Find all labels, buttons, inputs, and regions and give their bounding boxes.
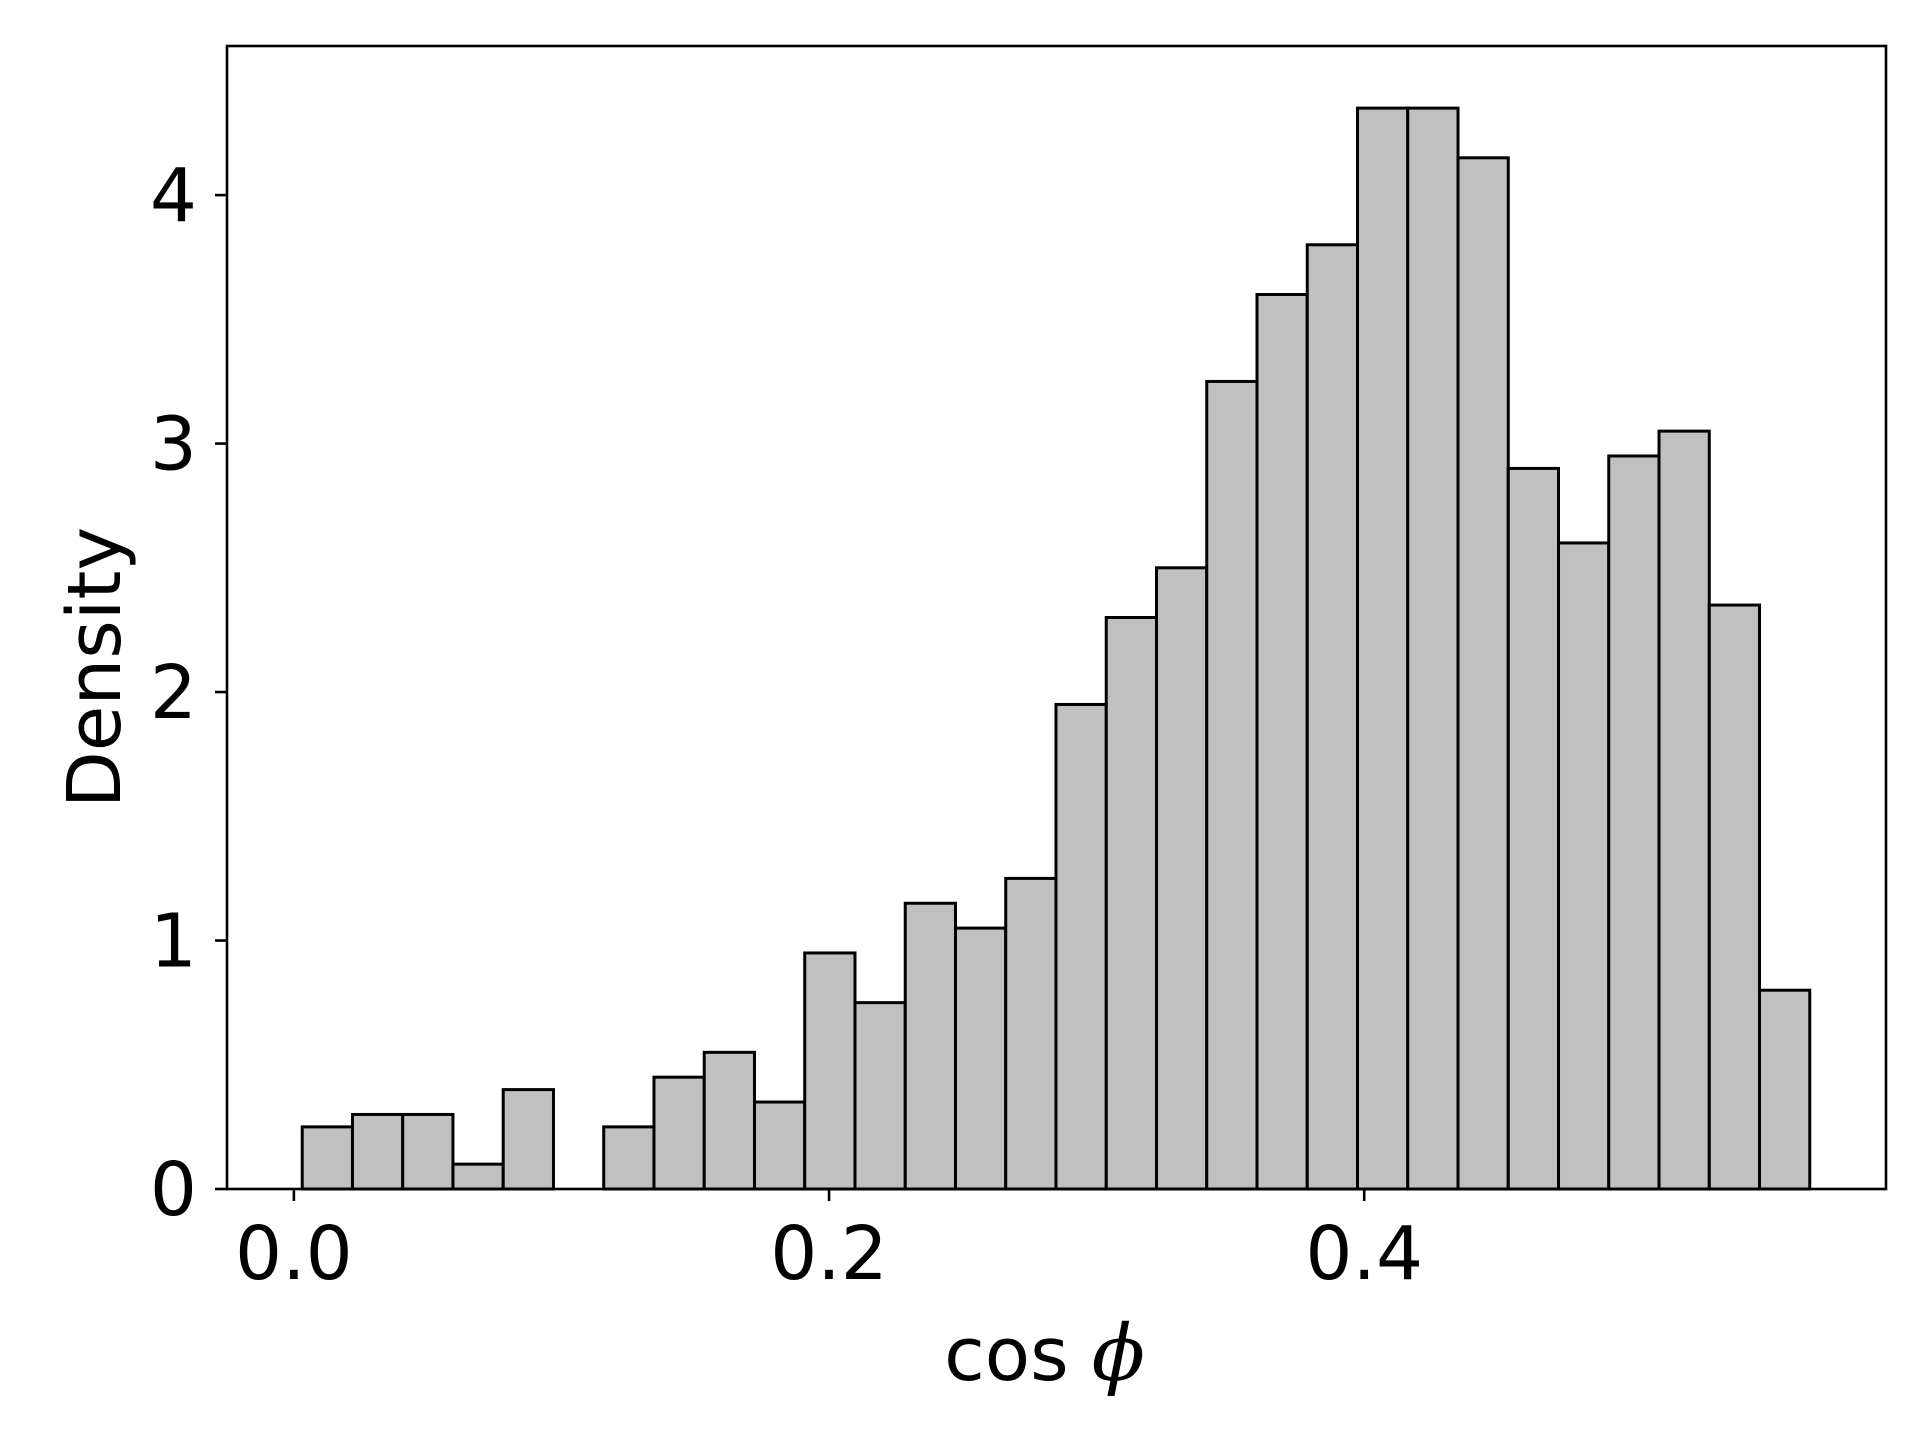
plot-frame bbox=[225, 44, 1888, 1191]
x-axis: 0.0 0.2 0.4 bbox=[235, 1189, 1423, 1297]
histogram-bar bbox=[1154, 566, 1209, 1191]
histogram-bar bbox=[853, 1001, 907, 1191]
y-tick-label: 2 bbox=[150, 650, 197, 736]
y-tick-label: 4 bbox=[150, 153, 197, 239]
histogram-bars bbox=[300, 106, 1812, 1191]
x-tick-label: 0.0 bbox=[235, 1211, 353, 1297]
histogram-bar bbox=[602, 1125, 656, 1191]
histogram-bar bbox=[501, 1088, 555, 1191]
histogram-bar bbox=[1707, 603, 1762, 1191]
histogram-bar bbox=[1004, 876, 1058, 1191]
histogram-bar bbox=[401, 1112, 455, 1191]
histogram-bar bbox=[1607, 454, 1661, 1191]
histogram-bar bbox=[1305, 243, 1360, 1191]
y-axis: 0 1 2 3 4 bbox=[150, 153, 227, 1233]
histogram-bar bbox=[702, 1050, 756, 1191]
histogram-bar bbox=[1255, 292, 1309, 1191]
histogram-bar bbox=[652, 1075, 706, 1191]
histogram-bar bbox=[1054, 702, 1108, 1191]
histogram-bar bbox=[1104, 616, 1158, 1191]
histogram-bar bbox=[1406, 106, 1460, 1191]
histogram-bar bbox=[903, 901, 957, 1191]
x-axis-label: cos ϕ bbox=[944, 1309, 1145, 1399]
y-tick-label: 3 bbox=[150, 402, 197, 488]
x-axis-label-main: cos bbox=[944, 1312, 1069, 1398]
histogram-bar bbox=[350, 1112, 405, 1191]
histogram-bar bbox=[1456, 156, 1510, 1191]
x-tick-label: 0.4 bbox=[1305, 1211, 1423, 1297]
histogram-bar bbox=[803, 951, 857, 1191]
histogram-bar bbox=[1356, 106, 1410, 1191]
histogram-bar bbox=[1758, 988, 1812, 1191]
histogram-bar bbox=[1557, 541, 1611, 1191]
histogram-bar bbox=[1205, 379, 1259, 1191]
y-tick-label: 0 bbox=[150, 1147, 197, 1233]
y-axis-label: Density bbox=[52, 527, 138, 808]
histogram-bar bbox=[1657, 429, 1711, 1191]
x-axis-label-symbol: ϕ bbox=[1092, 1309, 1145, 1399]
histogram-bar bbox=[953, 926, 1008, 1191]
histogram-bar bbox=[300, 1125, 354, 1191]
histogram-bar bbox=[1506, 466, 1561, 1191]
y-tick-label: 1 bbox=[150, 899, 197, 985]
histogram-bar bbox=[752, 1100, 807, 1191]
histogram-bar bbox=[451, 1162, 505, 1191]
x-tick-label: 0.2 bbox=[770, 1211, 888, 1297]
